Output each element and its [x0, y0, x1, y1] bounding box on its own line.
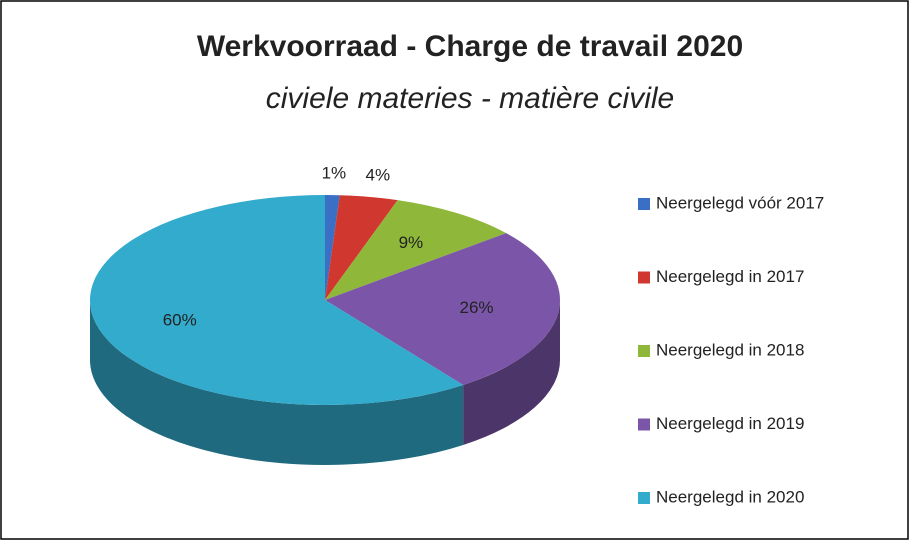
- data-label: 26%: [460, 298, 494, 317]
- legend-swatch: [638, 492, 650, 504]
- chart-title: Werkvoorraad - Charge de travail 2020: [197, 30, 743, 63]
- data-label: 60%: [163, 311, 197, 330]
- legend-swatch: [638, 198, 650, 210]
- legend-swatch: [638, 271, 650, 284]
- data-label: 4%: [366, 166, 391, 185]
- legend-swatch: [638, 345, 650, 357]
- pie-slice-side: [463, 300, 560, 445]
- pie-slice: [89, 195, 464, 405]
- data-label: 1%: [322, 164, 347, 183]
- legend-swatch: [638, 418, 650, 431]
- legend-label: Neergelegd vóór 2017: [656, 193, 824, 212]
- legend-label: Neergelegd in 2017: [656, 267, 804, 286]
- legend-label: Neergelegd in 2020: [656, 487, 804, 506]
- pie-slice-side: [90, 300, 464, 465]
- pie-slice: [325, 200, 507, 300]
- legend-label: Neergelegd in 2018: [656, 340, 804, 359]
- pie-slice: [325, 233, 561, 385]
- chart-subtitle: civiele materies - matière civile: [266, 82, 674, 115]
- pie-slice: [325, 195, 398, 300]
- data-label: 9%: [399, 233, 424, 252]
- pie-slice: [325, 195, 340, 300]
- legend-label: Neergelegd in 2019: [656, 414, 804, 433]
